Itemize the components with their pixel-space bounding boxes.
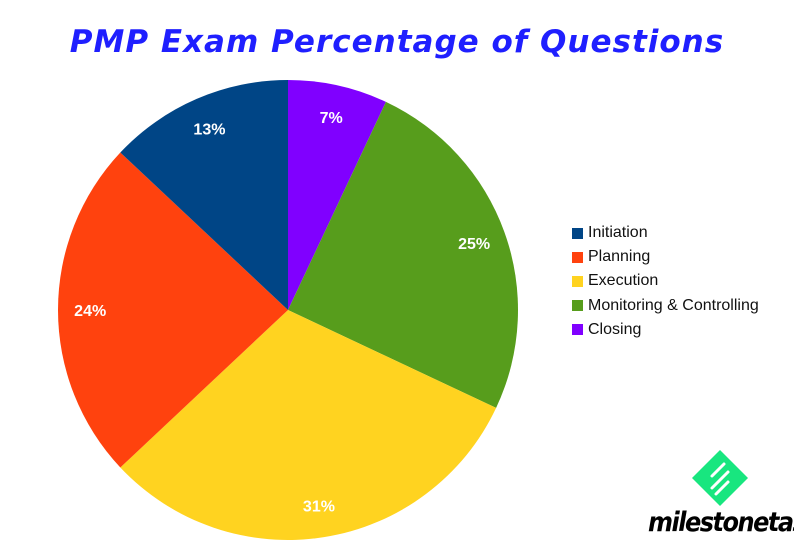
legend-item: Closing bbox=[572, 318, 759, 342]
logo-diamond-icon bbox=[692, 450, 748, 506]
legend-label: Initiation bbox=[588, 224, 648, 242]
pie-slice-execution bbox=[120, 310, 497, 540]
data-label: 13% bbox=[193, 121, 225, 138]
data-label: 24% bbox=[74, 303, 106, 320]
legend-swatch bbox=[572, 251, 583, 263]
pie-slice-initiation bbox=[120, 80, 288, 310]
legend-swatch bbox=[572, 227, 583, 239]
milestonetask-logo: milestonetask bbox=[648, 448, 794, 548]
legend-label: Closing bbox=[588, 320, 642, 338]
legend-swatch bbox=[572, 300, 583, 312]
legend-label: Execution bbox=[588, 272, 659, 290]
pie-slice-monitoring-controlling bbox=[288, 101, 518, 408]
data-label: 25% bbox=[458, 236, 490, 253]
legend-label: Monitoring & Controlling bbox=[588, 296, 759, 314]
legend-item: Execution bbox=[572, 269, 759, 293]
logo-text: milestonetask bbox=[648, 506, 794, 538]
legend-swatch bbox=[572, 275, 583, 287]
legend-swatch bbox=[572, 324, 583, 336]
legend-item: Planning bbox=[572, 245, 759, 269]
legend-item: Monitoring & Controlling bbox=[572, 294, 759, 318]
legend-item: Initiation bbox=[572, 221, 759, 245]
data-label: 31% bbox=[303, 498, 335, 515]
legend-label: Planning bbox=[588, 248, 651, 266]
legend: Initiation Planning Execution Monitoring & … bbox=[572, 221, 759, 342]
chart-title: PMP Exam Percentage of Questions bbox=[69, 24, 725, 60]
data-label: 7% bbox=[320, 110, 343, 127]
pie-slice-planning bbox=[57, 152, 288, 468]
pie-slice-closing bbox=[288, 80, 386, 310]
